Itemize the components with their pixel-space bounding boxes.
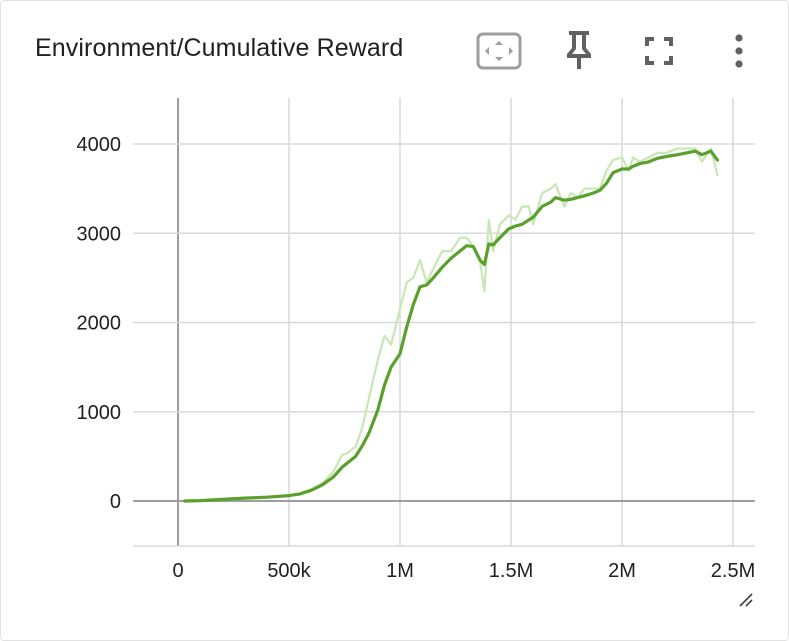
y-tick-label: 1000 (77, 402, 122, 424)
series-group (183, 147, 720, 503)
smoothed-series-line (183, 149, 720, 503)
more-vert-icon[interactable] (732, 34, 746, 68)
x-tick-label: 2.5M (711, 560, 755, 582)
tick-labels: 0 500k 1M 1.5M 2M 2.5M 0 1000 2000 3000 4000 (77, 134, 756, 582)
x-tick-label: 0 (172, 560, 183, 582)
raw-series-line (183, 147, 719, 503)
x-tick-label: 1.5M (489, 560, 533, 582)
card-title: Environment/Cumulative Reward (35, 34, 404, 62)
x-tick-label: 2M (608, 560, 636, 582)
grid (133, 98, 755, 547)
resize-handle-icon[interactable] (739, 593, 753, 607)
y-tick-label: 0 (110, 491, 121, 513)
fit-domain-icon[interactable] (476, 32, 522, 70)
fullscreen-icon[interactable] (644, 36, 674, 66)
x-tick-label: 1M (386, 560, 414, 582)
x-tick-label: 500k (267, 560, 311, 582)
y-tick-label: 2000 (77, 313, 122, 335)
y-tick-label: 4000 (77, 134, 122, 156)
pin-icon[interactable] (563, 28, 595, 70)
y-tick-label: 3000 (77, 223, 122, 245)
